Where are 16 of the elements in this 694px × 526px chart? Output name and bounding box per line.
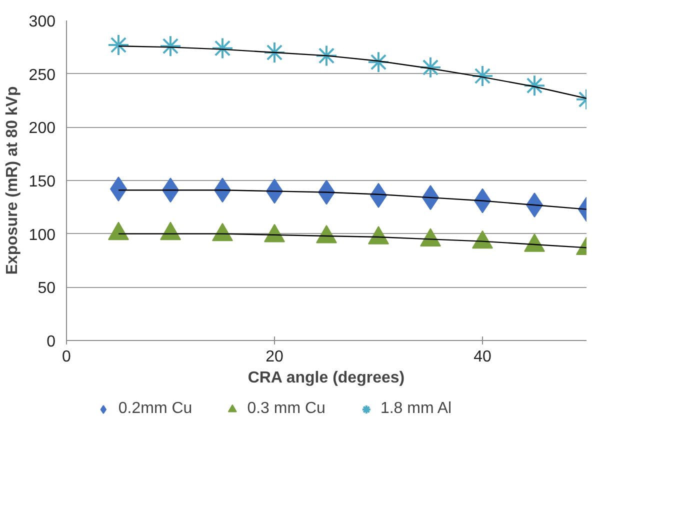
y-tick-label: 300 bbox=[28, 14, 56, 30]
y-tick-label: 200 bbox=[28, 120, 56, 138]
legend-label: 0.2mm Cu bbox=[118, 400, 192, 418]
line-series bbox=[118, 46, 586, 99]
y-axis-title: Exposure (mR) at 80 kVp bbox=[4, 86, 21, 275]
x-axis-title: CRA angle (degrees) bbox=[248, 370, 405, 386]
x-tick-label: 40 bbox=[474, 348, 492, 366]
y-tick-label: 100 bbox=[28, 226, 56, 244]
y-tick-label: 150 bbox=[28, 174, 56, 190]
y-tick-label: 50 bbox=[38, 280, 56, 298]
x-tick-label: 20 bbox=[266, 348, 284, 366]
legend-label: 1.8 mm Al bbox=[380, 400, 452, 418]
x-tick-label: 0 bbox=[62, 348, 72, 366]
y-tick-label: 250 bbox=[28, 66, 56, 84]
legend-label: 0.3 mm Cu bbox=[247, 400, 326, 418]
y-tick-label: 0 bbox=[46, 334, 56, 350]
